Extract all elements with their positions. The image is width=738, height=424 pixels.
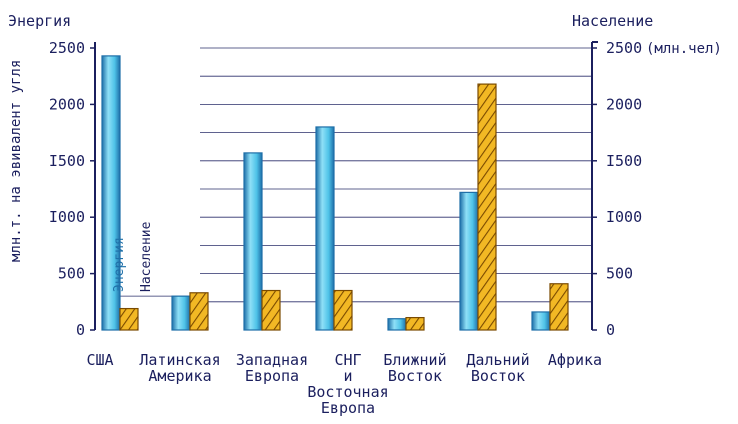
grid-layer xyxy=(110,47,592,303)
category-label: Восток xyxy=(388,367,442,385)
category-label: Латинская xyxy=(139,351,220,369)
energy-bar xyxy=(387,318,407,331)
right-tick-labels: 0 500 I000 I500 2000 2500 xyxy=(606,39,642,339)
left-tick-label: I500 xyxy=(49,152,85,170)
left-axis-label: млн.т. на эвивалент угля xyxy=(8,60,24,262)
series-label-population: Население xyxy=(139,221,154,292)
bars-layer xyxy=(101,55,569,331)
right-tick-label: I000 xyxy=(606,208,642,226)
category-label: Африка xyxy=(548,351,602,369)
axes-layer xyxy=(90,41,598,331)
population-bar xyxy=(333,289,353,331)
right-tick-label: 2000 xyxy=(606,95,642,113)
energy-bar xyxy=(459,191,479,331)
category-label: Ближний xyxy=(383,351,446,369)
category-label: Европа xyxy=(245,367,299,385)
left-tick-label: 0 xyxy=(76,321,85,339)
right-tick-label: 500 xyxy=(606,265,633,283)
category-label: Дальний xyxy=(466,351,529,369)
left-tick-label: 2500 xyxy=(49,39,85,57)
category-label: Европа xyxy=(321,399,375,417)
right-tick-label: I500 xyxy=(606,152,642,170)
population-bar xyxy=(261,289,281,331)
right-tick-label: 2500 xyxy=(606,39,642,57)
category-label: СНГ xyxy=(334,351,361,369)
left-tick-label: 2000 xyxy=(49,95,85,113)
population-bar xyxy=(477,83,497,331)
left-tick-label: I000 xyxy=(49,208,85,226)
energy-bar xyxy=(315,126,335,331)
right-axis-unit: (млн.чел) xyxy=(646,41,722,57)
right-tick-label: 0 xyxy=(606,321,615,339)
category-label: Восток xyxy=(471,367,525,385)
energy-bar xyxy=(243,152,263,331)
category-labels: США ЛатинскаяАмерикаЗападнаяЕвропаСНГиВос… xyxy=(86,351,602,417)
category-label: Восточная xyxy=(307,383,388,401)
right-axis-title: Население xyxy=(572,12,653,30)
energy-bar xyxy=(531,311,551,331)
category-label: США xyxy=(86,351,113,369)
population-bar xyxy=(119,307,139,331)
series-label-energy: Энергия xyxy=(112,237,127,292)
energy-bar xyxy=(171,295,191,331)
population-bar xyxy=(189,292,209,331)
left-tick-labels: 0 500 I000 I500 2000 2500 xyxy=(49,39,85,339)
category-label: Америка xyxy=(148,367,211,385)
category-label: Западная xyxy=(236,351,308,369)
population-bar xyxy=(549,283,569,331)
left-tick-label: 500 xyxy=(58,265,85,283)
left-axis-title: Энергия xyxy=(8,12,71,30)
energy-bar xyxy=(101,55,121,331)
population-bar xyxy=(405,316,425,331)
category-label: и xyxy=(343,367,352,385)
